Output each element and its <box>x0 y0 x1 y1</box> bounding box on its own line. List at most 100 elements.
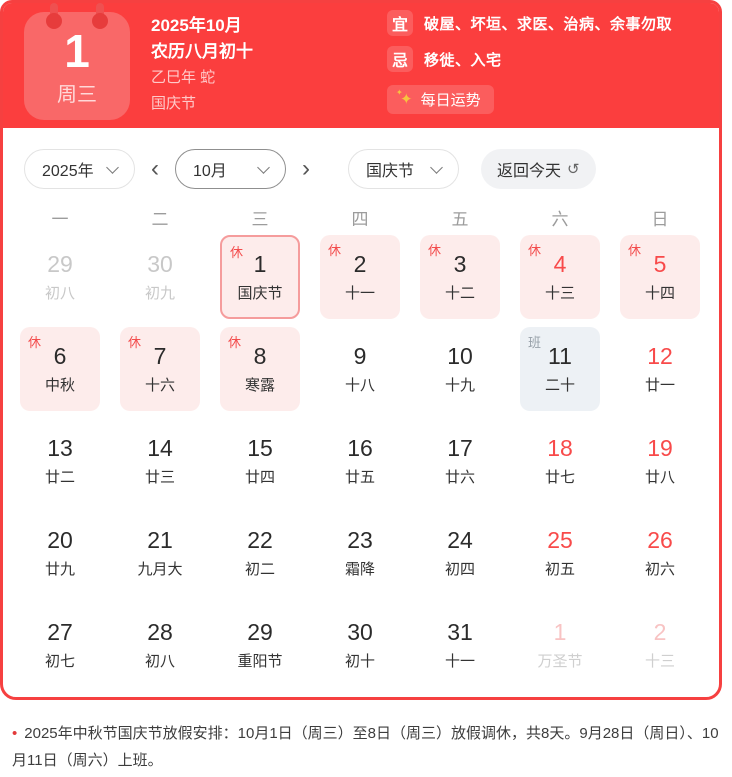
day-cell[interactable]: 休 7 十六 <box>120 327 200 411</box>
date-card: 1 周三 <box>24 3 130 120</box>
day-number: 2 <box>653 618 667 645</box>
day-cell[interactable]: 13 廿二 <box>20 419 100 503</box>
day-lunar-label: 十六 <box>144 376 175 394</box>
day-cell[interactable]: 休 8 寒露 <box>220 327 300 411</box>
day-cell[interactable]: 28 初八 <box>120 603 200 687</box>
day-lunar-label: 万圣节 <box>537 652 583 670</box>
day-lunar-label: 廿六 <box>444 468 475 486</box>
day-cell[interactable]: 30 初九 <box>120 235 200 319</box>
day-lunar-label: 十四 <box>644 284 675 302</box>
day-cell[interactable]: 18 廿七 <box>520 419 600 503</box>
day-lunar-label: 重阳节 <box>237 652 283 670</box>
day-lunar-label: 中秋 <box>44 376 75 394</box>
day-lunar-label: 十一 <box>344 284 375 302</box>
day-cell[interactable]: 24 初四 <box>420 511 500 595</box>
day-cell[interactable]: 1 万圣节 <box>520 603 600 687</box>
year-select[interactable]: 2025年 <box>24 149 135 189</box>
undo-icon: ↺ <box>567 161 580 178</box>
day-cell[interactable]: 休 1 国庆节 <box>220 235 300 319</box>
calendar-widget: 1 周三 2025年10月 农历八月初十 乙巳年 蛇 国庆节 宜 破屋、坏垣、求… <box>0 0 722 700</box>
daily-fortune-label: 每日运势 <box>420 92 481 109</box>
day-number: 27 <box>47 618 73 645</box>
day-cell[interactable]: 30 初十 <box>320 603 400 687</box>
calendar-toolbar: 2025年 ‹ 10月 › 国庆节 返回今天 ↺ <box>24 149 719 189</box>
day-cell[interactable]: 10 十九 <box>420 327 500 411</box>
day-cell[interactable]: 12 廿一 <box>620 327 700 411</box>
rest-work-badge: 休 <box>628 243 642 258</box>
day-number: 1 <box>553 618 567 645</box>
day-cell[interactable]: 班 11 二十 <box>520 327 600 411</box>
rest-work-badge: 休 <box>128 335 142 350</box>
day-cell[interactable]: 29 重阳节 <box>220 603 300 687</box>
day-cell[interactable]: 9 十八 <box>320 327 400 411</box>
day-cell[interactable]: 休 5 十四 <box>620 235 700 319</box>
day-cell[interactable]: 26 初六 <box>620 511 700 595</box>
day-lunar-label: 十二 <box>444 284 475 302</box>
prev-month-button[interactable]: ‹ <box>151 155 159 182</box>
festival-select[interactable]: 国庆节 <box>348 149 459 189</box>
rest-work-badge: 休 <box>528 243 542 258</box>
day-cell[interactable]: 2 十三 <box>620 603 700 687</box>
next-month-button[interactable]: › <box>302 155 310 182</box>
day-number: 18 <box>547 434 573 461</box>
daily-fortune-button[interactable]: ✦ 每日运势 <box>387 85 494 114</box>
back-to-today-button[interactable]: 返回今天 ↺ <box>481 149 596 189</box>
calendar-header: 1 周三 2025年10月 农历八月初十 乙巳年 蛇 国庆节 宜 破屋、坏垣、求… <box>3 3 719 128</box>
day-cell[interactable]: 休 4 十三 <box>520 235 600 319</box>
day-lunar-label: 廿八 <box>644 468 675 486</box>
weekday-label: 五 <box>451 210 469 229</box>
day-lunar-label: 初六 <box>644 560 675 578</box>
rest-work-badge: 休 <box>428 243 442 258</box>
weekday-label: 日 <box>651 210 669 229</box>
day-number: 2 <box>353 250 367 277</box>
day-cell[interactable]: 17 廿六 <box>420 419 500 503</box>
month-select[interactable]: 10月 <box>175 149 286 189</box>
day-number: 23 <box>347 526 373 553</box>
day-cell[interactable]: 19 廿八 <box>620 419 700 503</box>
day-cell[interactable]: 14 廿三 <box>120 419 200 503</box>
day-number: 12 <box>647 342 673 369</box>
day-cell[interactable]: 22 初二 <box>220 511 300 595</box>
day-number: 29 <box>247 618 273 645</box>
day-cell[interactable]: 23 霜降 <box>320 511 400 595</box>
auspicious-row: 宜 破屋、坏垣、求医、治病、余事勿取 <box>387 10 717 36</box>
avoid-row: 忌 移徙、入宅 <box>387 46 717 72</box>
day-number: 7 <box>153 342 167 369</box>
day-lunar-label: 初四 <box>444 560 475 578</box>
rest-work-badge: 休 <box>328 243 342 258</box>
day-cell[interactable]: 20 廿九 <box>20 511 100 595</box>
day-cell[interactable]: 15 廿四 <box>220 419 300 503</box>
chevron-down-icon <box>106 160 119 174</box>
avoid-text: 移徙、入宅 <box>424 51 502 69</box>
day-cell[interactable]: 29 初八 <box>20 235 100 319</box>
day-cell[interactable]: 休 6 中秋 <box>20 327 100 411</box>
date-info: 2025年10月 农历八月初十 乙巳年 蛇 国庆节 <box>151 11 253 128</box>
day-lunar-label: 九月大 <box>137 560 183 578</box>
holiday-notice-text: 2025年中秋节国庆节放假安排：10月1日（周三）至8日（周三）放假调休，共8天… <box>12 725 719 769</box>
day-number: 15 <box>247 434 273 461</box>
day-lunar-label: 十一 <box>444 652 475 670</box>
day-number: 25 <box>547 526 573 553</box>
day-lunar-label: 初八 <box>144 652 175 670</box>
calendar-pin-icon <box>92 3 108 29</box>
day-lunar-label: 廿三 <box>144 468 175 486</box>
gregorian-date: 2025年10月 <box>151 16 242 35</box>
day-number: 24 <box>447 526 473 553</box>
day-cell[interactable]: 31 十一 <box>420 603 500 687</box>
day-number: 6 <box>53 342 67 369</box>
day-cell[interactable]: 16 廿五 <box>320 419 400 503</box>
month-select-value: 10月 <box>193 163 227 180</box>
calendar-grid: 29 初八 30 初九休 1 国庆节休 2 十一休 3 十二休 4 十三休 5 十四休 6 中秋休 7 十六休 8 寒… <box>10 235 719 687</box>
day-lunar-label: 国庆节 <box>237 284 283 302</box>
day-number: 3 <box>453 250 467 277</box>
weekday-label: 二 <box>151 210 169 229</box>
day-number: 31 <box>447 618 473 645</box>
day-cell[interactable]: 21 九月大 <box>120 511 200 595</box>
day-cell[interactable]: 27 初七 <box>20 603 100 687</box>
day-cell[interactable]: 25 初五 <box>520 511 600 595</box>
day-cell[interactable]: 休 2 十一 <box>320 235 400 319</box>
festival-select-value: 国庆节 <box>366 163 415 180</box>
day-cell[interactable]: 休 3 十二 <box>420 235 500 319</box>
day-lunar-label: 廿九 <box>44 560 75 578</box>
weekday-header-row: 一二三四五六日 <box>10 209 719 231</box>
